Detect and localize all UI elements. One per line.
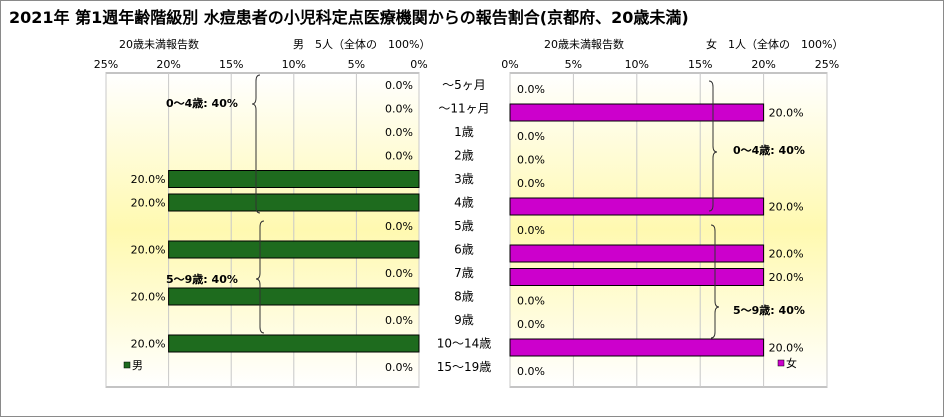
right-x-ticks: 0% 5% 10% 15% 20% 25% bbox=[501, 58, 839, 71]
left-x-ticks: 0% 5% 10% 15% 20% 25% bbox=[94, 58, 428, 71]
male-data-label: 0.0% bbox=[385, 150, 413, 163]
age-category-label: 4歳 bbox=[454, 196, 474, 210]
male-bar bbox=[168, 334, 420, 353]
left-x-tick-label: 25% bbox=[94, 58, 118, 71]
male-data-label: 0.0% bbox=[385, 103, 413, 116]
right-bars bbox=[509, 103, 765, 357]
female-data-label: 20.0% bbox=[769, 342, 804, 355]
female-data-label: 0.0% bbox=[517, 318, 545, 331]
right-legend: 女 bbox=[777, 356, 797, 370]
female-data-label: 0.0% bbox=[517, 130, 545, 143]
right-bracket-label-5-9: 5～9歳: 40% bbox=[733, 303, 805, 317]
right-bracket-label-0-4: 0～4歳: 40% bbox=[733, 143, 805, 157]
female-data-label: 20.0% bbox=[769, 107, 804, 120]
age-category-label: 7歳 bbox=[454, 266, 474, 280]
right-sex-summary: 女 1人（全体の 100%） bbox=[706, 37, 843, 51]
male-data-label: 0.0% bbox=[385, 126, 413, 139]
age-category-labels: ～5ヶ月 ～11ヶ月 1歳 2歳 3歳 4歳 5歳 6歳 7歳 8歳 9歳 10～14歳 15～19歳 bbox=[437, 78, 492, 374]
left-bars bbox=[168, 170, 420, 353]
male-data-label: 20.0% bbox=[131, 197, 166, 210]
right-x-tick-label: 5% bbox=[565, 58, 582, 71]
age-category-label: 3歳 bbox=[454, 172, 474, 186]
female-data-label: 20.0% bbox=[769, 271, 804, 284]
right-data-labels: 0.0% 20.0% 0.0% 0.0% 0.0% 20.0% 0.0% 20.0% 20.0%… bbox=[517, 83, 804, 378]
right-legend-swatch bbox=[777, 359, 785, 367]
left-sex-summary: 男 5人（全体の 100%） bbox=[293, 37, 430, 51]
left-x-tick-label: 15% bbox=[219, 58, 243, 71]
right-legend-label: 女 bbox=[786, 356, 797, 370]
age-category-label: 15～19歳 bbox=[437, 360, 492, 374]
female-bar bbox=[509, 268, 765, 286]
right-gridlines bbox=[509, 73, 828, 387]
age-category-label: 8歳 bbox=[454, 290, 474, 304]
age-category-label: 6歳 bbox=[454, 243, 474, 257]
male-data-label: 0.0% bbox=[385, 79, 413, 92]
female-data-label: 0.0% bbox=[517, 295, 545, 308]
right-x-tick-label: 0% bbox=[501, 58, 518, 71]
age-category-label: ～5ヶ月 bbox=[442, 78, 486, 92]
left-x-tick-label: 20% bbox=[156, 58, 180, 71]
age-category-label: 10～14歳 bbox=[437, 337, 492, 351]
male-data-label: 20.0% bbox=[131, 244, 166, 257]
right-bracket-0-4: 0～4歳: 40% bbox=[708, 80, 805, 212]
male-data-label: 0.0% bbox=[385, 220, 413, 233]
male-bar bbox=[168, 193, 420, 212]
female-data-label: 0.0% bbox=[517, 365, 545, 378]
female-data-label: 0.0% bbox=[517, 224, 545, 237]
male-data-label: 0.0% bbox=[385, 267, 413, 280]
left-x-tick-label: 0% bbox=[410, 58, 427, 71]
right-x-tick-label: 10% bbox=[625, 58, 649, 71]
left-legend: 男 bbox=[123, 359, 143, 372]
age-category-label: 1歳 bbox=[454, 125, 474, 139]
female-data-label: 0.0% bbox=[517, 154, 545, 167]
male-data-label: 20.0% bbox=[131, 291, 166, 304]
age-category-label: 5歳 bbox=[454, 219, 474, 233]
left-bracket-0-4: 0～4歳: 40% bbox=[166, 74, 261, 214]
male-bar bbox=[168, 240, 420, 259]
right-x-tick-label: 15% bbox=[688, 58, 712, 71]
age-category-label: 9歳 bbox=[454, 313, 474, 327]
male-data-label: 20.0% bbox=[131, 338, 166, 351]
right-bracket-5-9: 5～9歳: 40% bbox=[710, 224, 805, 339]
left-legend-swatch bbox=[123, 361, 131, 369]
female-data-label: 0.0% bbox=[517, 83, 545, 96]
left-legend-label: 男 bbox=[132, 359, 143, 372]
left-data-labels: 0.0% 0.0% 0.0% 0.0% 20.0% 20.0% 0.0% 20.0% 0.0% 2… bbox=[131, 79, 413, 374]
female-bar bbox=[509, 197, 765, 216]
male-bar bbox=[168, 287, 420, 306]
right-header-label: 20歳未満報告数 bbox=[544, 38, 624, 51]
age-category-label: 2歳 bbox=[454, 149, 474, 163]
female-bar bbox=[509, 338, 765, 357]
female-data-label: 20.0% bbox=[769, 201, 804, 214]
left-bracket-label-0-4: 0～4歳: 40% bbox=[166, 96, 238, 110]
right-x-tick-label: 25% bbox=[815, 58, 839, 71]
right-x-tick-label: 20% bbox=[751, 58, 775, 71]
female-data-label: 0.0% bbox=[517, 177, 545, 190]
left-x-tick-label: 5% bbox=[348, 58, 365, 71]
male-data-label: 20.0% bbox=[131, 173, 166, 186]
right-plot-area bbox=[509, 72, 828, 388]
left-bracket-5-9: 5～9歳: 40% bbox=[166, 220, 265, 334]
female-bar bbox=[509, 103, 765, 122]
male-data-label: 0.0% bbox=[385, 314, 413, 327]
left-x-tick-label: 10% bbox=[282, 58, 306, 71]
chart-title: 2021年 第1週年齢階級別 水痘患者の小児科定点医療機関からの報告割合(京都府… bbox=[9, 8, 689, 27]
male-bar bbox=[168, 170, 420, 188]
female-data-label: 20.0% bbox=[769, 248, 804, 261]
age-category-label: ～11ヶ月 bbox=[438, 102, 489, 116]
left-header-label: 20歳未満報告数 bbox=[119, 38, 199, 51]
male-data-label: 0.0% bbox=[385, 361, 413, 374]
female-bar bbox=[509, 244, 765, 263]
left-bracket-label-5-9: 5～9歳: 40% bbox=[166, 272, 238, 286]
